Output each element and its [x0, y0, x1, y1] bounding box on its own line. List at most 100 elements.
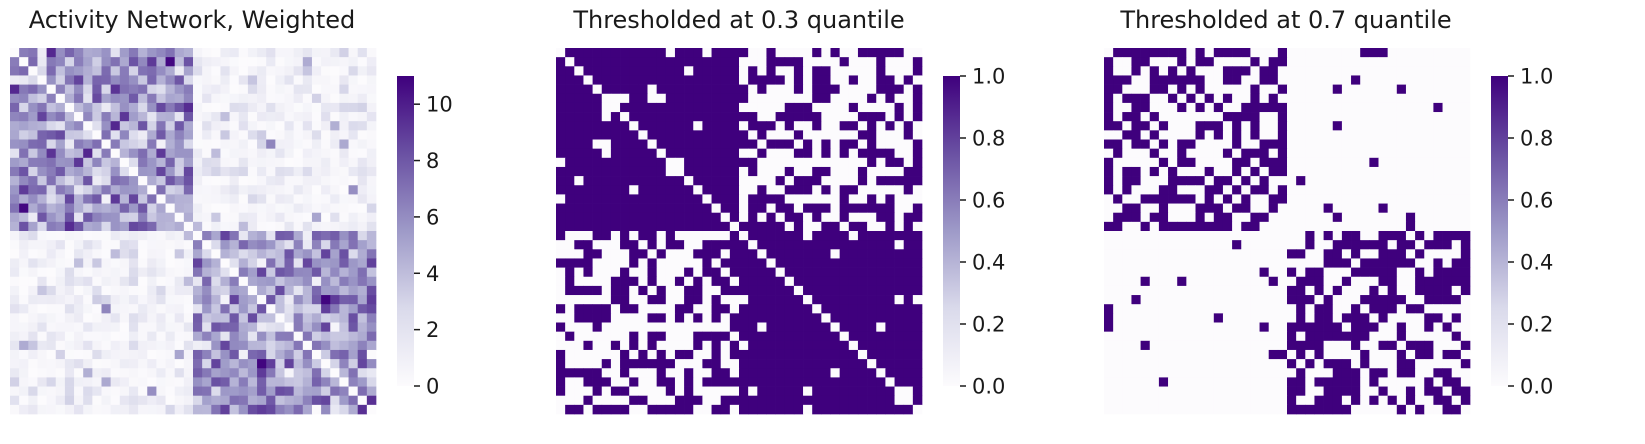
- heatmap-cell: [1360, 368, 1370, 378]
- heatmap-cell: [55, 322, 66, 332]
- heatmap-cell: [220, 48, 230, 58]
- heatmap-cell: [601, 84, 612, 95]
- heatmap-cell: [1158, 386, 1169, 397]
- heatmap-cell: [638, 48, 648, 58]
- heatmap-cell: [1149, 295, 1160, 305]
- heatmap-cell: [830, 331, 840, 342]
- heatmap-cell: [1140, 112, 1151, 122]
- heatmap-cell: [912, 221, 923, 232]
- heatmap-cell: [220, 404, 230, 415]
- heatmap-cell: [1250, 331, 1260, 342]
- heatmap-cell: [83, 249, 93, 259]
- heatmap-cell: [1460, 194, 1471, 204]
- heatmap-cell: [821, 240, 831, 250]
- heatmap-cell: [702, 386, 712, 397]
- heatmap-cell: [1405, 368, 1416, 378]
- heatmap-cell: [894, 231, 905, 241]
- heatmap-cell: [128, 267, 139, 278]
- heatmap-cell: [674, 340, 685, 351]
- heatmap-cell: [1415, 84, 1425, 95]
- heatmap-cell: [1177, 185, 1187, 195]
- heatmap-cell: [1232, 267, 1242, 278]
- heatmap-cell: [302, 231, 313, 241]
- heatmap-cell: [903, 276, 914, 287]
- heatmap-cell: [702, 66, 712, 76]
- heatmap-cell: [1323, 231, 1334, 241]
- heatmap-cell: [28, 395, 38, 406]
- heatmap-cell: [1351, 395, 1361, 406]
- heatmap-cell: [793, 166, 804, 177]
- heatmap-cell: [1378, 359, 1388, 369]
- heatmap-cell: [330, 176, 340, 186]
- heatmap-cell: [302, 157, 313, 168]
- heatmap-cell: [1360, 48, 1370, 58]
- heatmap-cell: [775, 322, 786, 332]
- heatmap-cell: [1314, 66, 1324, 76]
- heatmap-cell: [1296, 295, 1306, 305]
- heatmap-cell: [247, 130, 258, 140]
- heatmap-cell: [1451, 395, 1462, 406]
- heatmap-cell: [812, 157, 822, 168]
- heatmap-cell: [821, 258, 831, 268]
- heatmap-cell: [1131, 84, 1141, 95]
- heatmap-cell: [220, 157, 230, 168]
- heatmap-cell: [1268, 130, 1279, 140]
- heatmap-cell: [857, 322, 868, 332]
- heatmap-cell: [74, 258, 84, 268]
- heatmap-cell: [1104, 340, 1114, 351]
- heatmap-cell: [183, 377, 194, 387]
- heatmap-cell: [1351, 93, 1361, 104]
- heatmap-cell: [83, 285, 93, 296]
- heatmap-cell: [28, 130, 38, 140]
- heatmap-cell: [1332, 139, 1343, 149]
- heatmap-cell: [1360, 267, 1370, 278]
- heatmap-cell: [711, 139, 722, 149]
- heatmap-cell: [583, 349, 593, 360]
- heatmap-cell: [83, 212, 93, 223]
- heatmap-cell: [110, 102, 121, 113]
- heatmap-cell: [1277, 313, 1288, 323]
- heatmap-cell: [583, 221, 593, 232]
- heatmap-cell: [293, 258, 304, 268]
- heatmap-cell: [284, 166, 294, 177]
- heatmap-cell: [1158, 331, 1169, 342]
- heatmap-cell: [1460, 386, 1471, 397]
- heatmap-cell: [894, 368, 905, 378]
- heatmap-cell: [101, 139, 111, 149]
- heatmap-cell: [220, 249, 230, 259]
- heatmap-cell: [830, 231, 840, 241]
- heatmap-cell: [1360, 304, 1370, 314]
- heatmap-cell: [1186, 84, 1196, 95]
- heatmap-cell: [592, 240, 603, 250]
- heatmap-cell: [1433, 112, 1443, 122]
- heatmap-cell: [1186, 386, 1196, 397]
- heatmap-cell: [629, 313, 639, 323]
- heatmap-cell: [101, 157, 111, 168]
- heatmap-cell: [821, 203, 831, 214]
- heatmap-cell: [37, 48, 47, 58]
- heatmap-cell: [46, 249, 57, 259]
- heatmap-cell: [202, 359, 212, 369]
- heatmap-cell: [1405, 395, 1416, 406]
- heatmap-cell: [1460, 139, 1471, 149]
- heatmap-cell: [839, 130, 850, 140]
- heatmap-cell: [876, 212, 886, 223]
- heatmap-cell: [1341, 84, 1352, 95]
- heatmap-cell: [101, 93, 111, 104]
- heatmap-cell: [556, 322, 566, 332]
- heatmap-cell: [1158, 258, 1169, 268]
- heatmap-cell: [903, 331, 914, 342]
- heatmap-cell: [1433, 395, 1443, 406]
- heatmap-cell: [1277, 157, 1288, 168]
- heatmap-cell: [839, 185, 850, 195]
- heatmap-cell: [1149, 276, 1160, 287]
- heatmap-cell: [1268, 166, 1279, 177]
- heatmap-cell: [766, 221, 776, 232]
- heatmap-cell: [1104, 221, 1114, 232]
- heatmap-cell: [366, 148, 377, 159]
- heatmap-cell: [55, 93, 66, 104]
- heatmap-cell: [830, 404, 840, 415]
- heatmap-cell: [912, 148, 923, 159]
- heatmap-cell: [1268, 203, 1279, 214]
- heatmap-cell: [257, 349, 267, 360]
